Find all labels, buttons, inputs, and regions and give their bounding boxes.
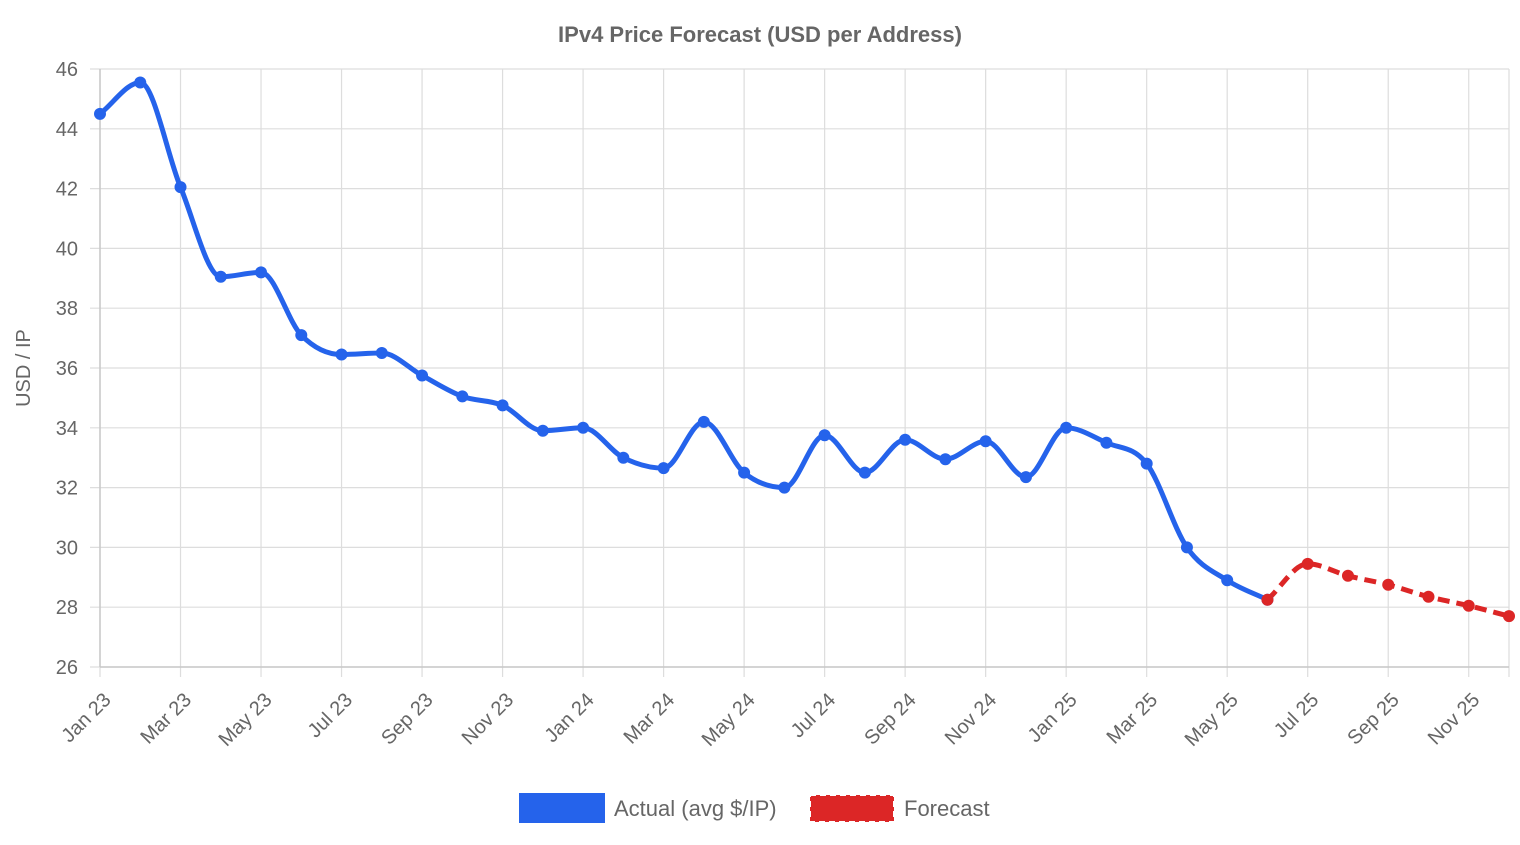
data-point-forecast: [1301, 557, 1314, 570]
series-line-actual: [98, 79, 1269, 602]
axes: [99, 69, 1509, 668]
legend-label-actual: Actual (avg $/IP): [614, 796, 777, 821]
x-tick-label: Jul 25: [1270, 689, 1323, 742]
x-tick-label: Jan 23: [58, 689, 116, 747]
data-point-actual: [657, 462, 670, 475]
y-axis-title: USD / IP: [13, 329, 35, 407]
data-point-forecast: [1503, 610, 1515, 623]
data-point-forecast: [1462, 599, 1475, 612]
legend-label-forecast: Forecast: [904, 796, 990, 821]
x-tick-label: Nov 24: [941, 689, 1001, 749]
x-tick-label: Sep 24: [860, 689, 920, 749]
x-tick-label: Jul 24: [787, 689, 840, 742]
data-point-actual: [899, 433, 912, 446]
data-point-actual: [617, 451, 630, 464]
y-tick-label: 40: [56, 238, 78, 260]
y-tick-label: 38: [56, 298, 78, 320]
legend-item-actual[interactable]: Actual (avg $/IP): [519, 793, 777, 823]
data-point-forecast: [1422, 590, 1435, 603]
x-tick-label: Sep 23: [377, 689, 437, 749]
data-point-actual: [738, 466, 751, 479]
x-tick-label: Jul 23: [304, 689, 357, 742]
data-point-actual: [778, 481, 791, 494]
data-point-actual: [1221, 574, 1234, 587]
data-point-forecast: [1382, 578, 1395, 591]
data-point-actual: [858, 466, 871, 479]
data-point-actual: [536, 424, 549, 437]
legend: Actual (avg $/IP) Forecast: [519, 793, 990, 823]
data-points: [94, 76, 1515, 623]
y-tick-label: 26: [56, 657, 78, 679]
data-point-actual: [335, 348, 348, 361]
series-lines: [98, 79, 1510, 619]
data-point-actual: [295, 329, 308, 342]
data-point-actual: [818, 429, 831, 442]
data-point-actual: [1140, 457, 1153, 470]
y-tick-label: 36: [56, 358, 78, 380]
data-point-actual: [214, 270, 227, 283]
x-tick-label: Mar 25: [1103, 689, 1163, 749]
y-tick-labels: 26 28 30 32 34 36 38 40 42 44 46: [56, 59, 78, 679]
data-point-actual: [1019, 471, 1032, 484]
data-point-actual: [1180, 541, 1193, 554]
x-tick-label: May 25: [1181, 689, 1243, 751]
x-tick-label: Mar 23: [136, 689, 196, 749]
data-point-actual: [416, 369, 429, 382]
chart-title: IPv4 Price Forecast (USD per Address): [558, 22, 962, 47]
data-point-actual: [134, 76, 147, 89]
y-tick-label: 42: [56, 179, 78, 201]
data-point-forecast: [1261, 593, 1274, 606]
legend-swatch-actual: [519, 793, 605, 823]
legend-swatch-forecast: [809, 794, 895, 823]
x-tick-label: Jan 25: [1024, 689, 1082, 747]
data-point-actual: [375, 347, 388, 360]
legend-item-forecast[interactable]: Forecast: [809, 794, 990, 823]
x-tick-label: Sep 25: [1343, 689, 1403, 749]
x-tick-label: Nov 25: [1424, 689, 1484, 749]
y-tick-label: 30: [56, 537, 78, 559]
data-point-actual: [174, 181, 187, 194]
y-tick-label: 34: [56, 418, 78, 440]
data-point-actual: [1100, 436, 1113, 449]
data-point-forecast: [1341, 569, 1354, 582]
y-tick-label: 28: [56, 597, 78, 619]
data-point-actual: [255, 266, 268, 279]
data-point-actual: [94, 107, 106, 120]
data-point-actual: [939, 453, 952, 466]
data-point-actual: [577, 421, 590, 434]
x-tick-label: May 24: [698, 689, 760, 751]
x-tick-label: Mar 24: [620, 689, 680, 749]
y-tick-label: 44: [56, 119, 78, 141]
data-point-actual: [496, 399, 509, 412]
data-point-actual: [456, 390, 469, 403]
y-tick-label: 32: [56, 478, 78, 500]
data-point-actual: [1060, 421, 1073, 434]
x-tick-label: May 23: [215, 689, 277, 751]
grid-lines: [90, 68, 1510, 677]
x-tick-label: Jan 24: [541, 689, 599, 747]
x-tick-labels: Jan 23 Mar 23 May 23 Jul 23 Sep 23 Nov 23 Jan …: [58, 689, 1485, 751]
x-tick-label: Nov 23: [458, 689, 518, 749]
data-point-actual: [697, 415, 710, 428]
y-tick-label: 46: [56, 59, 78, 81]
data-point-actual: [979, 435, 992, 448]
